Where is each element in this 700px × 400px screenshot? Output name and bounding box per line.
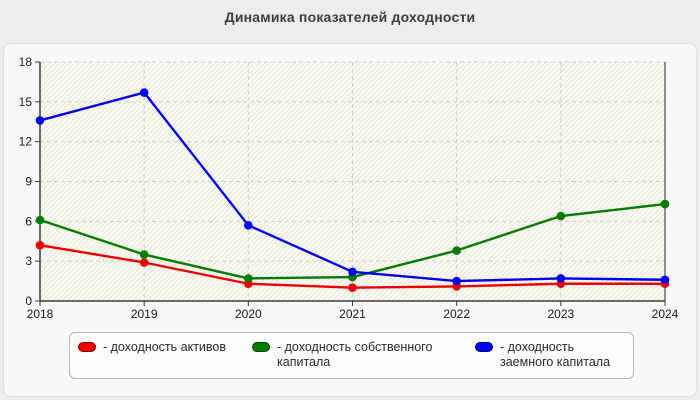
x-tick-label: 2023 (547, 307, 574, 321)
data-point (139, 258, 149, 267)
legend-swatch-debt-icon (475, 342, 493, 352)
data-point (556, 211, 566, 221)
legend-label-equity: - доходность собственного капитала (277, 340, 433, 369)
y-tick-label: 6 (25, 214, 32, 228)
data-point (348, 283, 357, 293)
data-point (139, 250, 149, 259)
data-point (348, 267, 357, 277)
legend-label-assets: - доходность активов (103, 340, 226, 354)
series-1 (35, 199, 670, 283)
legend-item-equity: - доходность собственного капитала (252, 340, 452, 370)
data-point (35, 215, 45, 225)
x-tick-label: 2022 (443, 307, 470, 321)
data-point (660, 199, 670, 209)
axis-labels: 0 3 6 9 12 15 18 2018 2019 2020 2021 2022 2023 2024 (19, 55, 679, 321)
x-tick-label: 2020 (235, 307, 262, 321)
series-2 (35, 88, 670, 286)
y-tick-label: 15 (19, 95, 33, 109)
data-point (556, 274, 566, 283)
data-point (660, 275, 670, 285)
legend: - доходность активов - доходность собств… (69, 332, 634, 379)
legend-item-assets: - доходность активов (78, 340, 243, 355)
line-chart-canvas: 0 3 6 9 12 15 18 2018 2019 2020 2021 2022 2023 2024 (19, 55, 679, 321)
data-point (139, 88, 149, 97)
legend-label-debt: - доходность заемного капитала (500, 340, 611, 369)
x-tick-label: 2018 (27, 307, 54, 321)
data-point (244, 274, 253, 283)
data-point (35, 240, 45, 250)
y-tick-label: 12 (19, 135, 33, 149)
legend-swatch-equity-icon (252, 342, 270, 352)
legend-item-debt: - доходность заемного капитала (475, 340, 630, 370)
x-tick-label: 2024 (652, 307, 679, 321)
data-point (244, 221, 253, 230)
x-tick-label: 2019 (131, 307, 158, 321)
data-point (452, 276, 461, 286)
chart-panel: 0 3 6 9 12 15 18 2018 2019 2020 2021 2022 2023 2024 -… (3, 43, 697, 397)
legend-swatch-assets-icon (78, 342, 96, 352)
x-tick-label: 2021 (339, 307, 366, 321)
data-point (35, 116, 45, 125)
series-0 (35, 240, 670, 293)
chart-title: Динамика показателей доходности (224, 9, 476, 25)
y-tick-label: 0 (25, 294, 32, 308)
y-tick-label: 9 (25, 175, 32, 189)
data-point (452, 246, 461, 255)
y-tick-label: 18 (19, 55, 33, 69)
y-tick-label: 3 (25, 254, 32, 268)
